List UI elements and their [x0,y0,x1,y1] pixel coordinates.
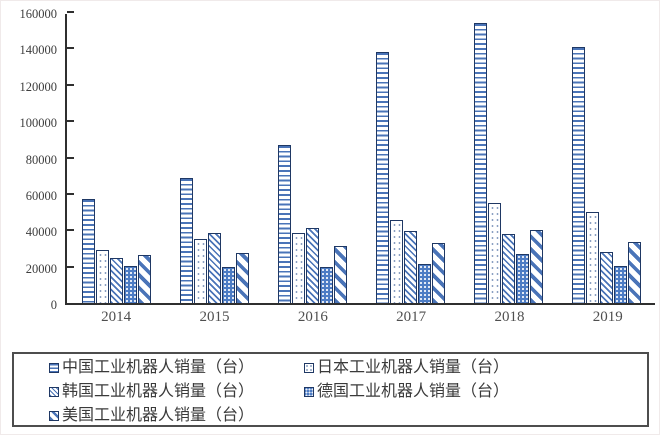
legend-label-germany: 德国工业机器人销量（台） [317,383,510,400]
x-axis-label-2017: 2017 [396,309,427,325]
bar-group-2014 [67,14,165,303]
legend-swatch-korea-icon [49,387,59,397]
bar-germany-2015 [221,266,235,303]
legend-item-japan: 日本工业机器人销量（台） [304,356,647,380]
plot-area [65,11,655,305]
bar-usa-2018 [529,229,543,303]
y-tick-label: 160000 [19,7,58,21]
legend-item-usa: 美国工业机器人销量（台） [49,404,304,428]
bar-usa-2019 [627,242,641,303]
bar-china-2016 [277,144,291,303]
bar-group-2017 [361,14,459,303]
bar-japan-2015 [193,239,207,303]
x-axis-label-2016: 2016 [297,309,328,325]
bar-japan-2014 [95,249,109,303]
bar-korea-2015 [207,233,221,303]
bar-korea-2014 [109,258,123,303]
legend-item-korea: 韩国工业机器人销量（台） [49,380,304,404]
y-tick-label: 40000 [25,225,57,240]
bar-chart-figure: 0 20000 40000 60000 80000 100000 120000 140000 1… [1,1,659,346]
bar-japan-2019 [585,212,599,303]
bar-china-2014 [81,199,95,303]
bar-usa-2016 [333,245,347,303]
bar-korea-2018 [501,234,515,303]
legend-label-usa: 美国工业机器人销量（台） [62,407,255,424]
y-tick-label: 0 [50,298,57,312]
bar-korea-2017 [403,230,417,303]
y-tick-label: 60000 [25,188,57,203]
x-axis-label-2015: 2015 [199,309,230,325]
bar-usa-2017 [431,242,445,303]
bar-china-2017 [375,52,389,303]
legend-box: 中国工业机器人销量（台） 日本工业机器人销量（台） 韩国工业机器人销量（台） 德国工业… [12,352,649,427]
bar-group-2015 [165,14,263,303]
y-axis-tick [67,11,74,13]
y-axis-tick [67,192,74,195]
bar-germany-2018 [515,254,529,303]
legend-swatch-china-icon [49,363,59,373]
bar-china-2015 [179,178,193,303]
legend-label-china: 中国工业机器人销量（台） [62,359,255,376]
legend-swatch-germany-icon [304,387,314,397]
y-tick-label: 120000 [19,79,58,94]
bar-group-2018 [459,14,557,303]
bar-group-2016 [263,14,361,303]
legend-grid: 中国工业机器人销量（台） 日本工业机器人销量（台） 韩国工业机器人销量（台） 德国工业… [14,354,647,428]
y-axis-tick [67,265,74,268]
y-axis-tick [67,120,74,123]
bar-japan-2016 [291,232,305,303]
legend-item-china: 中国工业机器人销量（台） [49,356,304,380]
bar-japan-2017 [389,220,403,303]
bar-germany-2016 [319,266,333,303]
bar-germany-2017 [417,264,431,303]
x-axis-label-2019: 2019 [592,309,623,325]
y-axis-tick [67,156,74,159]
x-axis-label-2014: 2014 [101,309,132,325]
y-tick-label: 140000 [19,43,58,58]
bar-china-2018 [473,22,487,303]
y-axis-tick [67,83,74,86]
bar-japan-2018 [487,202,501,303]
y-axis-tick [67,229,74,232]
bar-china-2019 [571,47,585,303]
bar-usa-2015 [235,252,249,303]
y-tick-label: 80000 [25,152,57,167]
bar-korea-2016 [305,227,319,303]
bar-germany-2019 [613,265,627,303]
x-axis-label-2018: 2018 [494,309,525,325]
bar-korea-2019 [599,252,613,303]
x-axis-labels: 2014 2015 2016 2017 2018 2019 [67,309,657,326]
y-axis-tick [67,47,74,50]
bar-group-2019 [557,14,655,303]
y-tick-label: 20000 [25,261,57,276]
bar-usa-2014 [137,255,151,303]
legend-label-korea: 韩国工业机器人销量（台） [62,383,255,400]
y-tick-label: 100000 [19,116,58,131]
bar-germany-2014 [123,266,137,303]
legend-label-japan: 日本工业机器人销量（台） [317,359,510,376]
legend-swatch-usa-icon [49,411,59,421]
legend-item-germany: 德国工业机器人销量（台） [304,380,647,404]
legend-swatch-japan-icon [304,363,314,373]
